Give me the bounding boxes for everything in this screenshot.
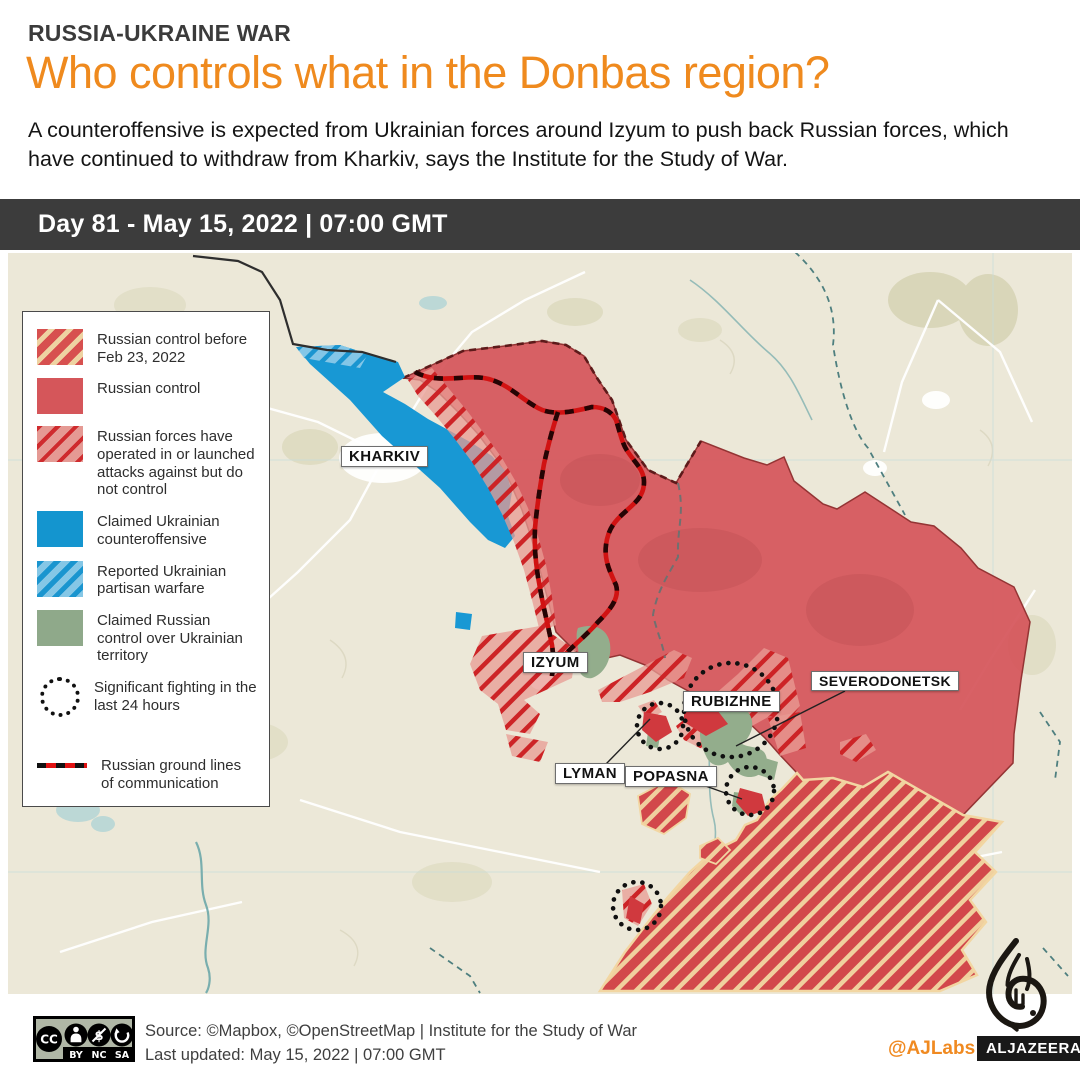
svg-text:$: $ [94,1029,103,1044]
map-label-izyum: IZYUM [523,652,588,673]
cc-sa-icon [110,1023,134,1047]
source-credit: Source: ©Mapbox, ©OpenStreetMap | Instit… [145,1022,638,1040]
legend-item-russian-control-before: Russian control before Feb 23, 2022 [37,329,257,366]
legend-item-ground-lines: Russian ground lines of communication [37,755,257,792]
legend-swatch-claimed-russian-control [37,609,83,646]
legend-item-russian-control: Russian control [37,378,257,415]
cc-icon [36,1026,62,1052]
cc-sa-label: SA [115,1050,130,1061]
map-label-lyman: LYMAN [555,763,625,784]
blue-fragment [455,612,472,630]
cc-letters: CC [40,1033,58,1047]
legend-label: Claimed Ukrainian counteroffensive [97,513,220,548]
legend-swatch-russian-control-before [37,329,83,365]
international-border [192,254,397,364]
border-dashed-teal-south [429,711,1069,994]
legend-label: Russian control before Feb 23, 2022 [97,331,248,366]
ajlabs-handle: @AJLabs [888,1038,976,1059]
legend-label: Significant fighting in the last 24 hour… [94,678,257,714]
cc-nc-label: NC [92,1050,107,1061]
page-subtitle: A counteroffensive is expected from Ukra… [28,118,1009,172]
creative-commons-badge: CC $ BY NC SA [33,1016,135,1062]
aljazeera-wordmark: ALJAZEERA [977,1036,1080,1061]
legend-item-significant-fighting: Significant fighting in the last 24 hour… [37,676,257,717]
russian-front-edge [402,339,703,485]
legend-label: Claimed Russian control over Ukrainian t… [97,611,243,665]
legend-swatch-ukrainian-counteroffensive [37,511,83,548]
legend-swatch-russian-operated [37,426,83,463]
map-legend: Russian control before Feb 23, 2022 Russ… [22,311,270,808]
page-title: Who controls what in the Donbas region? [26,47,830,98]
legend-swatch-significant-fighting [40,676,80,717]
hatched-patches-before [637,778,732,866]
region-russian-control-before-feb23 [597,770,1005,993]
legend-item-ukrainian-counteroffensive: Claimed Ukrainian counteroffensive [37,511,257,548]
legend-item-ukrainian-partisan: Reported Ukrainian partisan warfare [37,560,257,598]
legend-label: Russian forces have operated in or launc… [97,428,255,499]
ground-lines-of-communication [413,369,647,677]
legend-swatch-russian-control [37,378,83,415]
cc-by-label: BY [69,1050,83,1061]
legend-label: Russian ground lines of communication [101,756,242,792]
russian-control-shading [560,454,914,646]
oblast-boundary [651,482,682,659]
map-label-severodonetsk: SEVERODONETSK [811,671,959,691]
legend-label: Russian control [97,380,201,398]
legend-swatch-ukrainian-partisan [37,560,83,597]
header-kicker: RUSSIA-UKRAINE WAR [28,20,291,46]
border-dashed-teal [794,253,906,516]
legend-item-russian-operated: Russian forces have operated in or launc… [37,426,257,499]
map-label-rubizhne: RUBIZHNE [683,691,780,712]
legend-item-claimed-russian-control: Claimed Russian control over Ukrainian t… [37,609,257,665]
last-updated: Last updated: May 15, 2022 | 07:00 GMT [145,1046,446,1064]
map-label-popasna: POPASNA [625,766,717,787]
map-label-kharkiv: KHARKIV [341,446,429,467]
legend-label: Reported Ukrainian partisan warfare [97,562,227,598]
aljazeera-logo [986,938,1047,1032]
legend-swatch-ground-lines [37,762,87,768]
date-banner-text: Day 81 - May 15, 2022 | 07:00 GMT [38,210,448,238]
date-banner: Day 81 - May 15, 2022 | 07:00 GMT [0,199,1080,250]
